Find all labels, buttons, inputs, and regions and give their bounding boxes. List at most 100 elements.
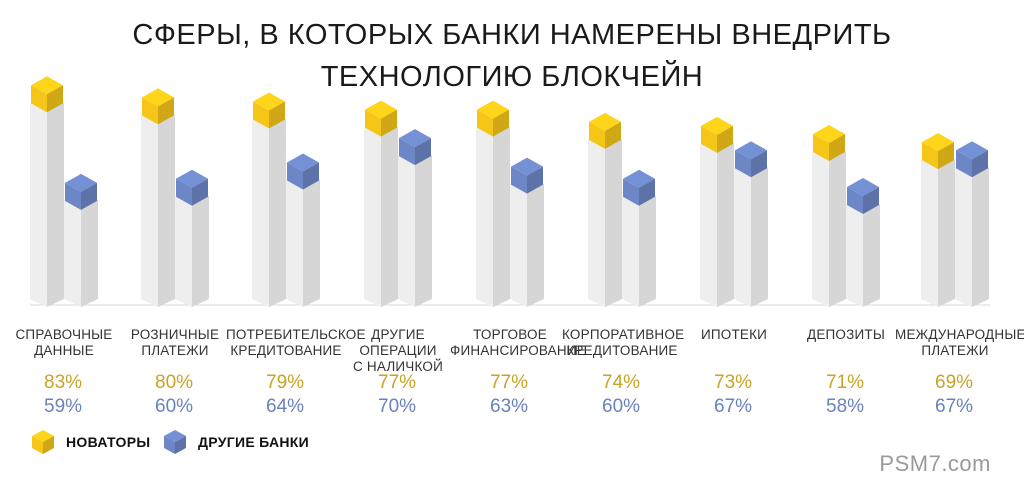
bar-other-banks-2-cube-right xyxy=(192,178,208,206)
bar-innovators-7 xyxy=(700,116,734,307)
bar-other-banks-9-cube-left xyxy=(956,150,972,178)
bar-innovators-8-cube-left xyxy=(813,134,829,162)
bar-other-banks-5-left-face xyxy=(510,183,527,307)
bar-innovators-1-cube-left xyxy=(31,85,47,113)
bar-innovators-1-cube-right xyxy=(47,85,63,113)
bar-other-banks-9 xyxy=(955,141,989,307)
chart-title-line-1: СФЕРЫ, В КОТОРЫХ БАНКИ НАМЕРЕНЫ ВНЕДРИТЬ xyxy=(132,19,892,51)
bar-innovators-3-cube-left xyxy=(253,101,269,129)
bar-innovators-2-left-face xyxy=(141,114,158,308)
bar-other-banks-7-left-face xyxy=(734,167,751,307)
bar-innovators-5-right-face xyxy=(493,126,510,307)
bar-innovators-9-cube-left xyxy=(922,142,938,170)
bar-other-banks-1-cube-left xyxy=(65,182,81,210)
value-label-innovators-6: 74% xyxy=(602,372,641,393)
legend-cube-other-banks-icon-right xyxy=(175,436,186,454)
bar-innovators-3 xyxy=(252,92,286,307)
category-label-8: ДЕПОЗИТЫ xyxy=(806,327,885,342)
bar-other-banks-4-cube-right xyxy=(415,138,431,166)
bar-innovators-9-right-face xyxy=(938,159,955,307)
bar-other-banks-5-cube-right xyxy=(527,166,543,194)
category-label-5: ТОРГОВОЕ ФИНАНСИРОВАНИЕ xyxy=(450,327,586,358)
legend-cube-other-banks-icon xyxy=(164,430,186,454)
bar-other-banks-1 xyxy=(64,173,98,307)
bar-innovators-7-cube-right xyxy=(717,125,733,153)
bar-innovators-2-right-face xyxy=(158,114,175,308)
bar-innovators-7-left-face xyxy=(700,142,717,307)
bar-other-banks-8-right-face xyxy=(863,203,880,307)
bar-innovators-1 xyxy=(30,76,64,307)
value-label-innovators-2: 80% xyxy=(155,372,194,393)
value-label-other-banks-3: 64% xyxy=(266,396,305,417)
bar-innovators-1-left-face xyxy=(30,102,47,307)
bar-innovators-6-right-face xyxy=(605,138,622,307)
bar-other-banks-3 xyxy=(286,153,320,307)
category-label-1: СПРАВОЧНЫЕ ДАННЫЕ xyxy=(15,327,113,358)
chart-title-line-2: ТЕХНОЛОГИЮ БЛОКЧЕЙН xyxy=(320,61,704,93)
bar-innovators-6-left-face xyxy=(588,138,605,307)
value-label-innovators-8: 71% xyxy=(826,372,865,393)
legend-icons xyxy=(32,430,186,454)
bar-other-banks-1-left-face xyxy=(64,199,81,307)
value-label-other-banks-4: 70% xyxy=(378,396,417,417)
bar-innovators-8-cube-right xyxy=(829,134,845,162)
bar-other-banks-8-cube-left xyxy=(847,186,863,214)
bar-innovators-4-cube-right xyxy=(381,109,397,137)
bar-innovators-6-cube-right xyxy=(605,121,621,149)
chart-title: СФЕРЫ, В КОТОРЫХ БАНКИ НАМЕРЕНЫ ВНЕДРИТЬ… xyxy=(0,14,1024,98)
bar-innovators-9 xyxy=(921,133,955,307)
bar-other-banks-9-left-face xyxy=(955,167,972,307)
category-label-2: РОЗНИЧНЫЕ ПЛАТЕЖИ xyxy=(130,327,220,358)
value-label-innovators-1: 83% xyxy=(44,372,83,393)
bar-other-banks-9-cube-right xyxy=(972,150,988,178)
bar-other-banks-4 xyxy=(398,129,432,307)
bar-innovators-4-cube-left xyxy=(365,109,381,137)
category-label-7: ИПОТЕКИ xyxy=(700,327,768,342)
value-label-innovators-7: 73% xyxy=(714,372,753,393)
bar-other-banks-3-right-face xyxy=(303,179,320,307)
bar-other-banks-4-cube-left xyxy=(399,138,415,166)
bar-other-banks-7-cube-left xyxy=(735,150,751,178)
bar-innovators-8 xyxy=(812,125,846,307)
value-label-other-banks-5: 63% xyxy=(490,396,529,417)
bar-innovators-9-left-face xyxy=(921,159,938,307)
bar-innovators-9-cube-right xyxy=(938,142,954,170)
bar-other-banks-8-cube-right xyxy=(863,186,879,214)
value-label-innovators-5: 77% xyxy=(490,372,529,393)
legend-cube-innovators-icon-left xyxy=(32,436,43,454)
bar-other-banks-1-right-face xyxy=(81,199,98,307)
legend-label-other-banks: ДРУГИЕ БАНКИ xyxy=(198,434,310,450)
bar-innovators-6-cube-left xyxy=(589,121,605,149)
bar-other-banks-5-right-face xyxy=(527,183,544,307)
category-label-9: МЕЖДУНАРОДНЫЕ ПЛАТЕЖИ xyxy=(895,327,1024,358)
value-label-innovators-9: 69% xyxy=(935,372,974,393)
bar-innovators-7-cube-left xyxy=(701,125,717,153)
bar-other-banks-4-left-face xyxy=(398,155,415,307)
bar-other-banks-2-right-face xyxy=(192,195,209,307)
legend-label-innovators: НОВАТОРЫ xyxy=(66,434,151,450)
bar-innovators-6 xyxy=(588,112,622,307)
bar-other-banks-2-left-face xyxy=(175,195,192,307)
bar-innovators-4-right-face xyxy=(381,126,398,307)
bar-other-banks-6 xyxy=(622,169,656,307)
bar-innovators-2-cube-right xyxy=(158,97,174,125)
bar-innovators-7-right-face xyxy=(717,142,734,307)
value-label-other-banks-7: 67% xyxy=(714,396,753,417)
bar-other-banks-8-left-face xyxy=(846,203,863,307)
bar-innovators-1-right-face xyxy=(47,102,64,307)
bar-innovators-2 xyxy=(141,88,175,308)
bar-other-banks-3-left-face xyxy=(286,179,303,307)
bar-innovators-5-cube-right xyxy=(493,109,509,137)
bar-other-banks-5 xyxy=(510,157,544,307)
bar-innovators-2-cube-left xyxy=(142,97,158,125)
bar-other-banks-7-cube-right xyxy=(751,150,767,178)
legend-cube-other-banks-icon-left xyxy=(164,436,175,454)
bar-innovators-3-right-face xyxy=(269,118,286,307)
value-label-other-banks-6: 60% xyxy=(602,396,641,417)
bar-other-banks-4-right-face xyxy=(415,155,432,307)
bar-innovators-3-left-face xyxy=(252,118,269,307)
category-label-3: ПОТРЕБИТЕЛЬСКОЕ КРЕДИТОВАНИЕ xyxy=(226,327,366,358)
bar-other-banks-6-cube-left xyxy=(623,178,639,206)
watermark: PSM7.com xyxy=(879,451,991,476)
